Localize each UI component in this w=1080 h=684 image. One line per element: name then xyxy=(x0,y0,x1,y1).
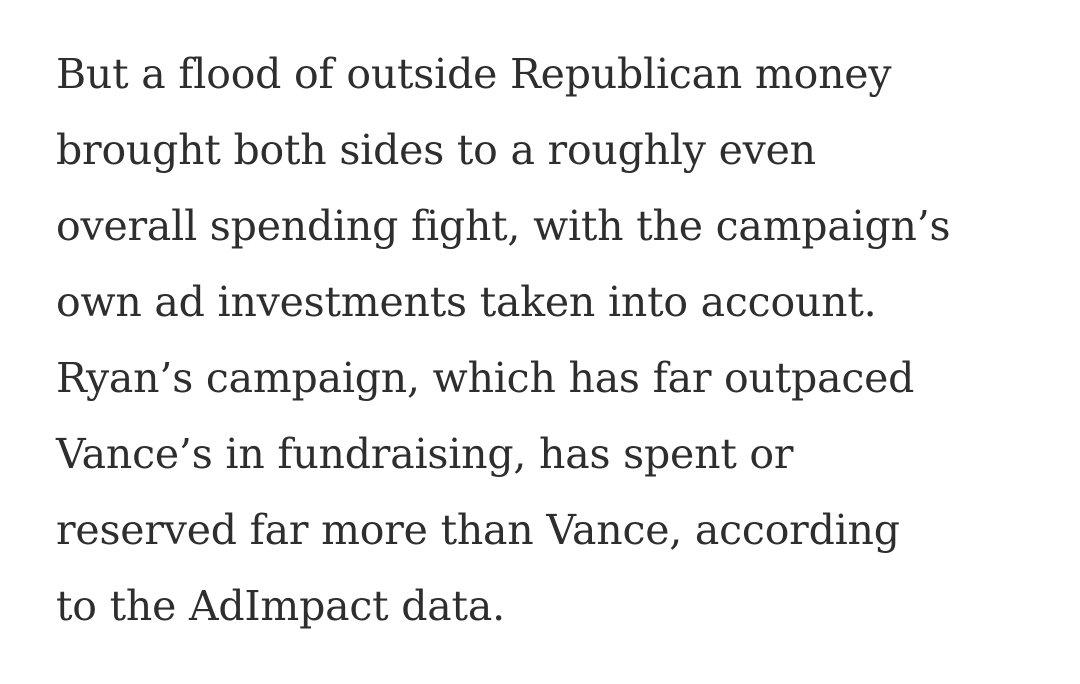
paragraph-line: Vance’s in fundraising, has spent or xyxy=(56,430,794,478)
paragraph-line: overall spending fight, with the campaig… xyxy=(56,202,951,250)
article-paragraph: But a flood of outside Republican money … xyxy=(56,36,1066,644)
paragraph-line: Ryan’s campaign, which has far outpaced xyxy=(56,354,915,402)
paragraph-line: brought both sides to a roughly even xyxy=(56,126,816,174)
paragraph-line: reserved far more than Vance, according xyxy=(56,506,900,554)
paragraph-line: to the AdImpact data. xyxy=(56,582,505,630)
paragraph-line: But a flood of outside Republican money xyxy=(56,50,892,98)
article-body: But a flood of outside Republican money … xyxy=(56,36,1066,644)
paragraph-line: own ad investments taken into account. xyxy=(56,278,877,326)
